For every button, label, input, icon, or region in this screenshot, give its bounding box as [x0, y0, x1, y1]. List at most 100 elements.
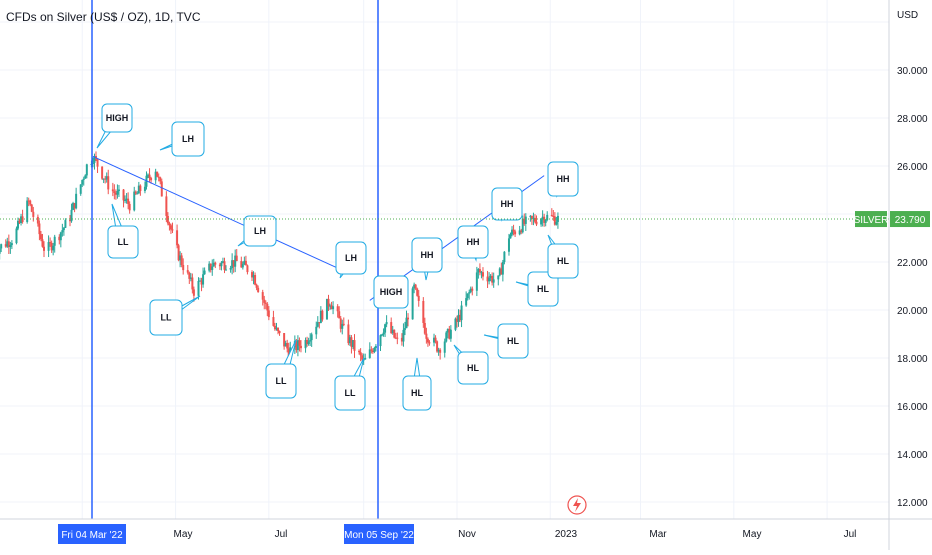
candle-body-18: [30, 204, 33, 212]
candle-body-116: [241, 264, 244, 268]
candle-body-172: [361, 355, 364, 360]
candle-body-96: [199, 280, 202, 282]
candle-body-263: [555, 221, 558, 225]
annotation-bubble: [457, 225, 489, 259]
candle-body-129: [267, 310, 270, 318]
candle-body-258: [544, 219, 547, 223]
annotation-bubble: [547, 161, 579, 197]
candle-body-196: [413, 284, 416, 289]
candle-body-176: [370, 349, 373, 351]
candle-body-54: [107, 176, 110, 190]
candle-body-239: [503, 251, 506, 263]
candle-body-264: [556, 215, 559, 222]
candle-body-14: [21, 216, 24, 222]
candle-body-110: [229, 268, 232, 270]
annotation-callout-4: LL: [149, 295, 201, 336]
candle-body-35: [69, 220, 72, 222]
candle-body-207: [436, 341, 439, 352]
candle-body-210: [443, 341, 446, 353]
symbol-tag-label: SILVER: [854, 215, 889, 226]
candle-body-82: [168, 223, 171, 226]
candle-body-17: [29, 200, 32, 205]
candle-body-43: [84, 175, 87, 179]
candle-body-52: [104, 178, 107, 180]
candle-body-161: [338, 311, 341, 319]
candle-body-190: [400, 337, 403, 342]
candle-body-11: [17, 220, 20, 229]
candle-body-248: [523, 218, 526, 224]
candle-body-157: [329, 305, 332, 307]
candle-body-245: [518, 230, 521, 235]
price-tick-label-4: 22.000: [897, 258, 928, 269]
candle-body-222: [468, 292, 471, 294]
annotation-callout-8: HIGH: [373, 275, 409, 309]
annotation-label: LH: [345, 253, 357, 263]
candle-body-225: [475, 272, 478, 291]
candle-body-194: [407, 317, 410, 320]
candle-body-3: [0, 248, 1, 254]
annotation-label: LL: [276, 376, 287, 386]
annotation-bubble: [171, 121, 205, 157]
candle-body-170: [358, 350, 361, 353]
price-tick-label-6: 18.000: [897, 354, 928, 365]
candle-body-98: [202, 274, 205, 285]
candle-body-198: [416, 288, 419, 296]
candle-body-182: [382, 332, 385, 335]
candle-body-29: [53, 236, 56, 246]
candle-body-120: [251, 272, 254, 278]
candle-body-83: [169, 225, 172, 230]
candle-body-97: [200, 280, 203, 285]
candle-body-44: [85, 164, 88, 176]
candle-body-260: [550, 214, 553, 216]
candle-body-163: [341, 323, 344, 329]
annotation-label: HIGH: [380, 287, 403, 297]
time-tick-label-1: Jul: [275, 529, 288, 540]
candle-body-89: [182, 264, 185, 271]
current-price-tag: [890, 211, 930, 228]
candle-body-187: [393, 329, 396, 338]
candle-body-130: [272, 317, 275, 326]
price-tick-label-5: 20.000: [897, 306, 928, 317]
annotation-label: HL: [507, 336, 519, 346]
candle-body-75: [154, 171, 157, 181]
candle-body-217: [457, 314, 460, 322]
candle-body-238: [501, 262, 504, 275]
candle-body-111: [231, 260, 234, 269]
candle-body-184: [385, 322, 388, 325]
annotation-bubble: [107, 225, 139, 259]
candle-body-143: [298, 340, 301, 346]
candle-body-168: [351, 340, 354, 347]
annotation-bubble: [243, 215, 277, 247]
candle-body-122: [254, 275, 257, 285]
annotation-callout-13: HH: [491, 187, 523, 222]
candle-body-51: [102, 178, 105, 180]
candle-body-167: [350, 337, 353, 347]
candle-body-240: [507, 238, 510, 252]
candle-body-87: [179, 255, 182, 261]
candle-body-46: [91, 162, 94, 164]
candle-body-262: [553, 216, 556, 225]
symbol-tag: [855, 211, 887, 228]
candle-body-192: [403, 328, 406, 330]
candle-body-95: [197, 280, 200, 296]
candle-body-37: [72, 203, 75, 210]
candle-body-19: [32, 211, 35, 217]
candle-body-13: [20, 216, 23, 223]
candle-body-113: [234, 255, 237, 267]
candle-body-100: [208, 263, 211, 271]
candle-body-99: [203, 270, 206, 275]
candle-body-232: [489, 275, 492, 279]
vertical-marker-label-0: Fri 04 Mar '22: [61, 530, 123, 541]
candle-body-60: [122, 189, 125, 201]
candle-body-223: [469, 288, 472, 293]
price-tick-label-8: 14.000: [897, 450, 928, 461]
candle-body-209: [439, 349, 442, 353]
annotation-callout-14: HL: [483, 323, 529, 359]
candle-body-220: [465, 298, 468, 306]
annotation-label: LH: [254, 226, 266, 236]
candle-body-215: [454, 318, 457, 330]
candle-body-41: [81, 179, 84, 185]
candle-body-112: [232, 260, 235, 267]
